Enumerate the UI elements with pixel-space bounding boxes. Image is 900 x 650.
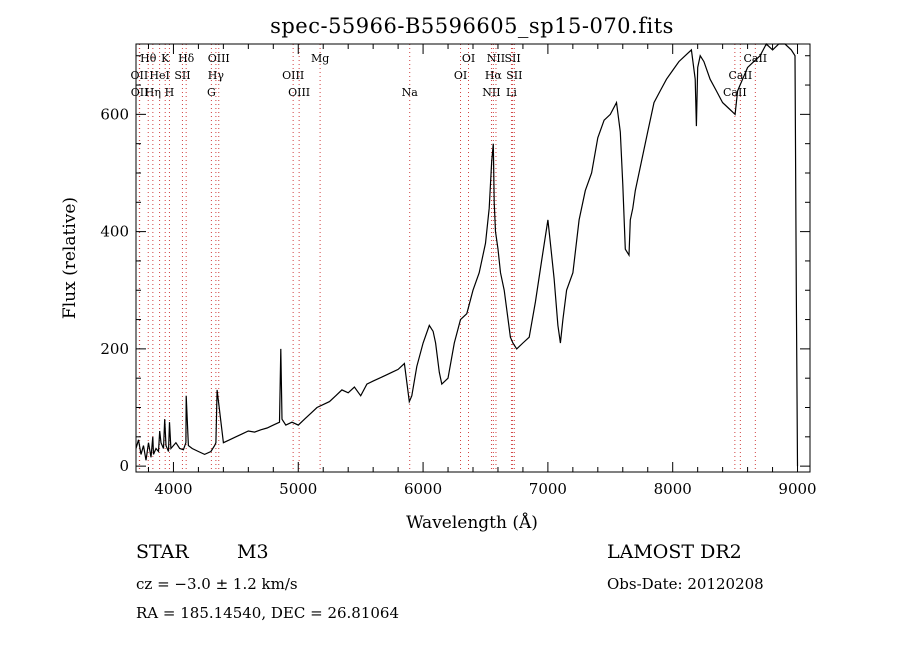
spectral-line-label: H <box>165 86 175 99</box>
spectral-line-label: OII <box>131 86 149 99</box>
chart-title: spec-55966-B5596605_sp15-070.fits <box>270 14 674 38</box>
x-tick-label: 8000 <box>654 480 692 498</box>
y-tick-label: 600 <box>100 105 129 123</box>
flux-series-line <box>135 43 799 467</box>
spectral-line-label: HeI <box>149 69 169 82</box>
object-subclass: M3 <box>237 541 269 563</box>
object-class: STAR <box>136 541 189 563</box>
spectral-line-label: OIII <box>208 52 230 65</box>
spectral-line-label: OII <box>131 69 149 82</box>
x-tick-label: 4000 <box>154 480 192 498</box>
spectral-line-label: OIII <box>282 69 304 82</box>
spectral-line-markers <box>138 44 756 472</box>
x-tick-label: 6000 <box>404 480 442 498</box>
spectral-line-label: Hη <box>145 86 161 99</box>
spectral-line-label: Hα <box>485 69 503 82</box>
spectral-line-label: SII <box>174 69 190 82</box>
spectral-line-label: CaII <box>743 52 767 65</box>
redshift-value: cz = −3.0 ± 1.2 km/s <box>136 575 298 593</box>
spectral-line-label: CaII <box>723 86 747 99</box>
y-axis-label: Flux (relative) <box>60 197 80 319</box>
spectral-line-label: K <box>161 52 170 65</box>
x-tick-label: 5000 <box>279 480 317 498</box>
plot-frame <box>135 43 811 473</box>
x-axis-label: Wavelength (Å) <box>406 512 538 533</box>
spectral-line-label: Hδ <box>178 52 195 65</box>
spectral-line-label: G <box>207 86 216 99</box>
x-axis-ticks: 4000 5000 6000 7000 8000 9000 <box>147 44 817 498</box>
y-axis-ticks: 0 200 400 600 <box>100 55 810 475</box>
y-tick-label: 200 <box>100 340 129 358</box>
y-tick-label: 400 <box>100 223 129 241</box>
spectral-line-label: Na <box>402 86 419 99</box>
spectral-line-label: OI <box>462 52 475 65</box>
spectral-line-label: SII <box>504 52 520 65</box>
observation-date: Obs-Date: 20120208 <box>607 575 764 593</box>
x-tick-label: 9000 <box>778 480 816 498</box>
spectral-line-label: NII <box>482 86 500 99</box>
survey-name: LAMOST DR2 <box>607 541 742 563</box>
spectral-line-label: Hγ <box>208 69 225 82</box>
spectral-line-label: OIII <box>288 86 310 99</box>
spectral-line-label: CaII <box>729 69 753 82</box>
spectral-line-label: SII <box>506 69 522 82</box>
spectral-line-label: Li <box>506 86 517 99</box>
spectral-line-label: Hθ <box>140 52 157 65</box>
spectral-line-label: Mg <box>311 52 329 65</box>
spectral-line-label: OI <box>454 69 467 82</box>
x-tick-label: 7000 <box>529 480 567 498</box>
y-tick-label: 0 <box>119 457 129 475</box>
coordinates: RA = 185.14540, DEC = 26.81064 <box>136 604 400 622</box>
spectral-line-label: NII <box>487 52 505 65</box>
